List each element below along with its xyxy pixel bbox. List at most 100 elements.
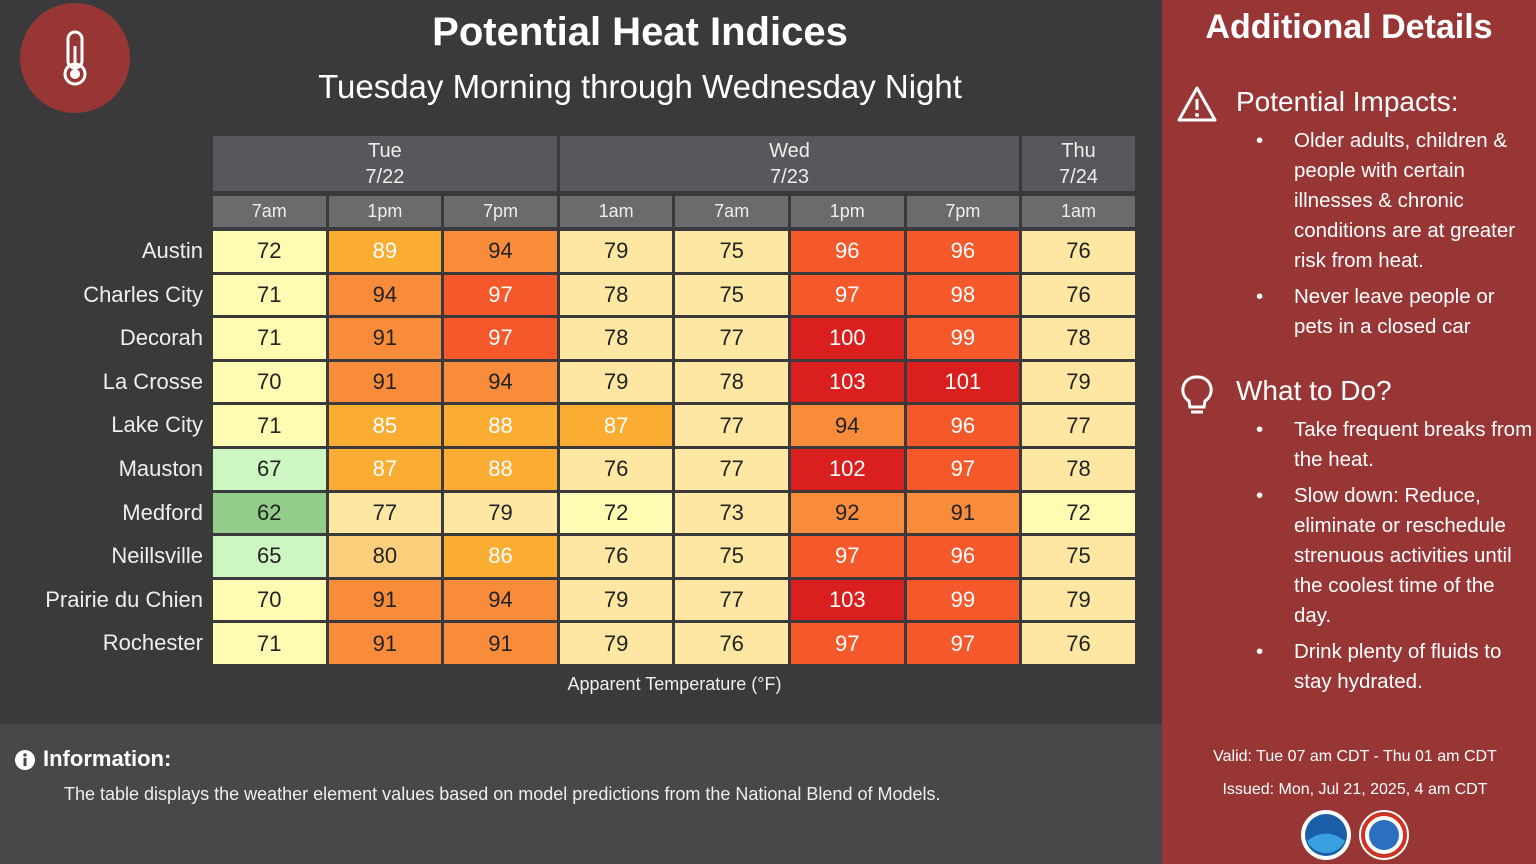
table-cell: 96 (791, 231, 904, 272)
time-header: 7pm (906, 196, 1020, 227)
day-header: Thu 7/24 (1022, 136, 1135, 191)
table-cell: 76 (1022, 274, 1135, 316)
sidebar-title: Additional Details (1205, 8, 1493, 46)
table-cell: 87 (559, 405, 673, 446)
table-cell: 101 (906, 361, 1020, 403)
day-label: Tue (368, 139, 402, 162)
table-cell: 67 (213, 449, 326, 490)
day-date: 7/24 (1059, 165, 1098, 188)
bullet-item: Take frequent breaks from the heat. (1256, 415, 1534, 475)
bullet-item: Slow down: Reduce, eliminate or reschedu… (1256, 481, 1534, 631)
table-cell: 92 (791, 492, 904, 534)
table-cell: 75 (675, 274, 788, 316)
impacts-section: Potential Impacts: Older adults, childre… (1236, 86, 1526, 348)
city-label: Prairie du Chien (45, 586, 203, 612)
table-cell: 79 (559, 361, 673, 403)
table-cell: 80 (328, 536, 442, 577)
table-cell: 87 (328, 449, 442, 490)
table-cell: 97 (791, 274, 904, 316)
table-cell: 96 (906, 536, 1020, 577)
todo-list: Take frequent breaks from the heat. Slow… (1256, 415, 1534, 697)
city-label: Mauston (118, 456, 203, 481)
sidebar: Additional Details Potential Impacts: Ol… (1162, 0, 1536, 864)
table-cell: 94 (328, 274, 442, 316)
table-cell: 62 (213, 492, 326, 534)
city-label: Neillsville (111, 543, 203, 569)
time-header: 7am (675, 196, 788, 227)
table-cell: 102 (791, 449, 904, 490)
table-cell: 96 (906, 405, 1020, 446)
city-label: Rochester (102, 630, 203, 656)
city-label: Lake City (111, 412, 203, 438)
city-label: Austin (141, 238, 203, 263)
table-cell: 77 (328, 492, 442, 534)
table-cell: 78 (1022, 318, 1135, 359)
table-cell: 85 (328, 405, 442, 446)
table-cell: 71 (213, 274, 326, 316)
table-cell: 77 (675, 405, 788, 446)
bullet-item: Drink plenty of fluids to stay hydrated. (1256, 637, 1534, 697)
table-cell: 88 (444, 405, 557, 446)
heat-table: Tue 7/22 7am 1pm 7pm Wed 7/23 1am 7am 1pm 7pm Thu 7/… (45, 136, 1135, 664)
main-panel: Potential Heat Indices Tuesday Morning t… (20, 3, 1135, 694)
table-cell: 103 (791, 579, 904, 621)
bullet-item: Older adults, children & people with cer… (1256, 126, 1534, 276)
table-cell: 72 (1022, 492, 1135, 534)
bullet-item: Never leave people or pets in a closed c… (1256, 282, 1534, 342)
table-cell: 78 (559, 274, 673, 316)
table-cell: 75 (1022, 536, 1135, 577)
table-cell: 75 (675, 536, 788, 577)
table-cell: 76 (675, 623, 788, 664)
table-cell: 79 (1022, 361, 1135, 403)
info-icon (15, 750, 35, 770)
table-cell: 88 (444, 449, 557, 490)
table-caption: Apparent Temperature (°F) (567, 674, 782, 694)
table-cell: 103 (791, 361, 904, 403)
agency-logos (1301, 810, 1409, 860)
table-cell: 86 (444, 536, 557, 577)
table-cell: 79 (559, 231, 673, 272)
table-cell: 98 (906, 274, 1020, 316)
table-cell: 70 (213, 361, 326, 403)
warning-icon (1177, 86, 1217, 122)
table-cell: 76 (559, 536, 673, 577)
table-cell: 77 (675, 318, 788, 359)
table-cell: 94 (791, 405, 904, 446)
time-header: 7pm (444, 196, 557, 227)
lightbulb-icon (1181, 375, 1213, 414)
table-cell: 91 (906, 492, 1020, 534)
city-label: Medford (122, 499, 203, 525)
table-cell: 94 (444, 579, 557, 621)
table-cell: 100 (791, 318, 904, 359)
info-title: Information: (43, 746, 172, 771)
time-header: 1am (559, 196, 673, 227)
time-header: 1pm (328, 196, 442, 227)
table-cell: 97 (444, 274, 557, 316)
table-cell: 94 (444, 231, 557, 272)
city-label: La Crosse (102, 368, 203, 394)
table-cell: 78 (1022, 449, 1135, 490)
table-cell: 79 (1022, 579, 1135, 621)
table-cell: 91 (328, 361, 442, 403)
day-label: Wed (769, 139, 810, 162)
section-heading: Potential Impacts: (1236, 86, 1459, 117)
table-cell: 77 (1022, 405, 1135, 446)
table-cell: 96 (906, 231, 1020, 272)
day-date: 7/23 (770, 165, 809, 188)
table-cell: 71 (213, 405, 326, 446)
table-cell: 89 (328, 231, 442, 272)
table-cell: 79 (444, 492, 557, 534)
table-cell: 99 (906, 579, 1020, 621)
info-panel: Information: The table displays the weat… (0, 724, 1162, 864)
todo-section: What to Do? Take frequent breaks from th… (1236, 375, 1536, 703)
table-cell: 76 (559, 449, 673, 490)
table-cell: 97 (791, 536, 904, 577)
table-cell: 65 (213, 536, 326, 577)
day-date: 7/22 (365, 165, 405, 188)
table-cell: 79 (559, 579, 673, 621)
table-cell: 77 (675, 449, 788, 490)
day-label: Thu (1061, 139, 1096, 162)
table-cell: 76 (1022, 231, 1135, 272)
table-cell: 72 (559, 492, 673, 534)
